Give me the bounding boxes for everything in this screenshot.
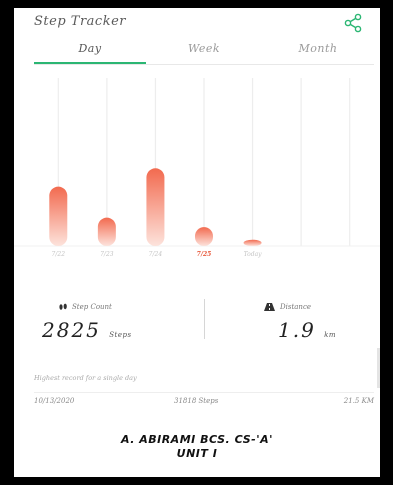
footprints-icon [59,303,67,310]
summary-divider [204,299,205,339]
share-icon[interactable] [342,13,364,33]
record-label: Highest record for a single day [34,374,137,382]
distance-value: 1.9 km [278,318,336,342]
caption-line-1: A. ABIRAMI BCS. CS-'A' [121,433,273,446]
period-tabs: Day Week Month [34,40,374,65]
record-steps: 31818 Steps [174,397,219,405]
chart-x-label: 7/22 [52,251,66,258]
chart-x-label: 7/25 [197,251,212,258]
chart-x-label: Today [244,251,263,258]
summary-panel: Step Count 2825 Steps Distance 1.9 km [14,293,380,363]
chart-bar-today[interactable] [243,239,262,246]
distance-label: Distance [280,303,312,311]
step-count-number: 2825 [42,318,101,342]
handwritten-caption: A. ABIRAMI BCS. CS-'A' UNIT I [14,433,380,461]
step-count-label: Step Count [72,303,112,311]
distance-metric: Distance 1.9 km [244,303,393,353]
record-distance: 21.5 KM [343,397,374,405]
daily-steps-chart: 7/22 7/23 7/24 7/25 Today [14,78,380,258]
caption-line-2: UNIT I [176,447,218,460]
step-count-unit: Steps [109,331,132,339]
distance-unit: km [324,331,337,339]
record-row: 10/13/2020 31818 Steps 21.5 KM [34,392,374,411]
app-title: Step Tracker [34,14,126,29]
scrollbar[interactable] [377,348,380,388]
road-icon [264,303,275,311]
step-count-value: 2825 Steps [42,318,132,342]
chart-x-label: 7/23 [100,251,114,258]
step-count-metric: Step Count 2825 Steps [34,303,204,353]
chart-bar-7-22[interactable] [49,186,68,246]
chart-x-label: 7/24 [149,251,163,258]
header: Step Tracker [14,8,380,40]
distance-number: 1.9 [278,318,316,342]
chart-bar-7-24[interactable] [146,168,165,246]
tab-day[interactable]: Day [34,42,146,64]
record-date: 10/13/2020 [34,397,75,405]
chart-bar-7-25[interactable] [195,227,213,246]
app-screen: Step Tracker Day Week Month 7/22 7/23 7/24… [14,8,380,477]
tab-month[interactable]: Month [298,42,338,55]
tab-week[interactable]: Week [187,42,221,55]
chart-bar-7-23[interactable] [97,217,116,246]
